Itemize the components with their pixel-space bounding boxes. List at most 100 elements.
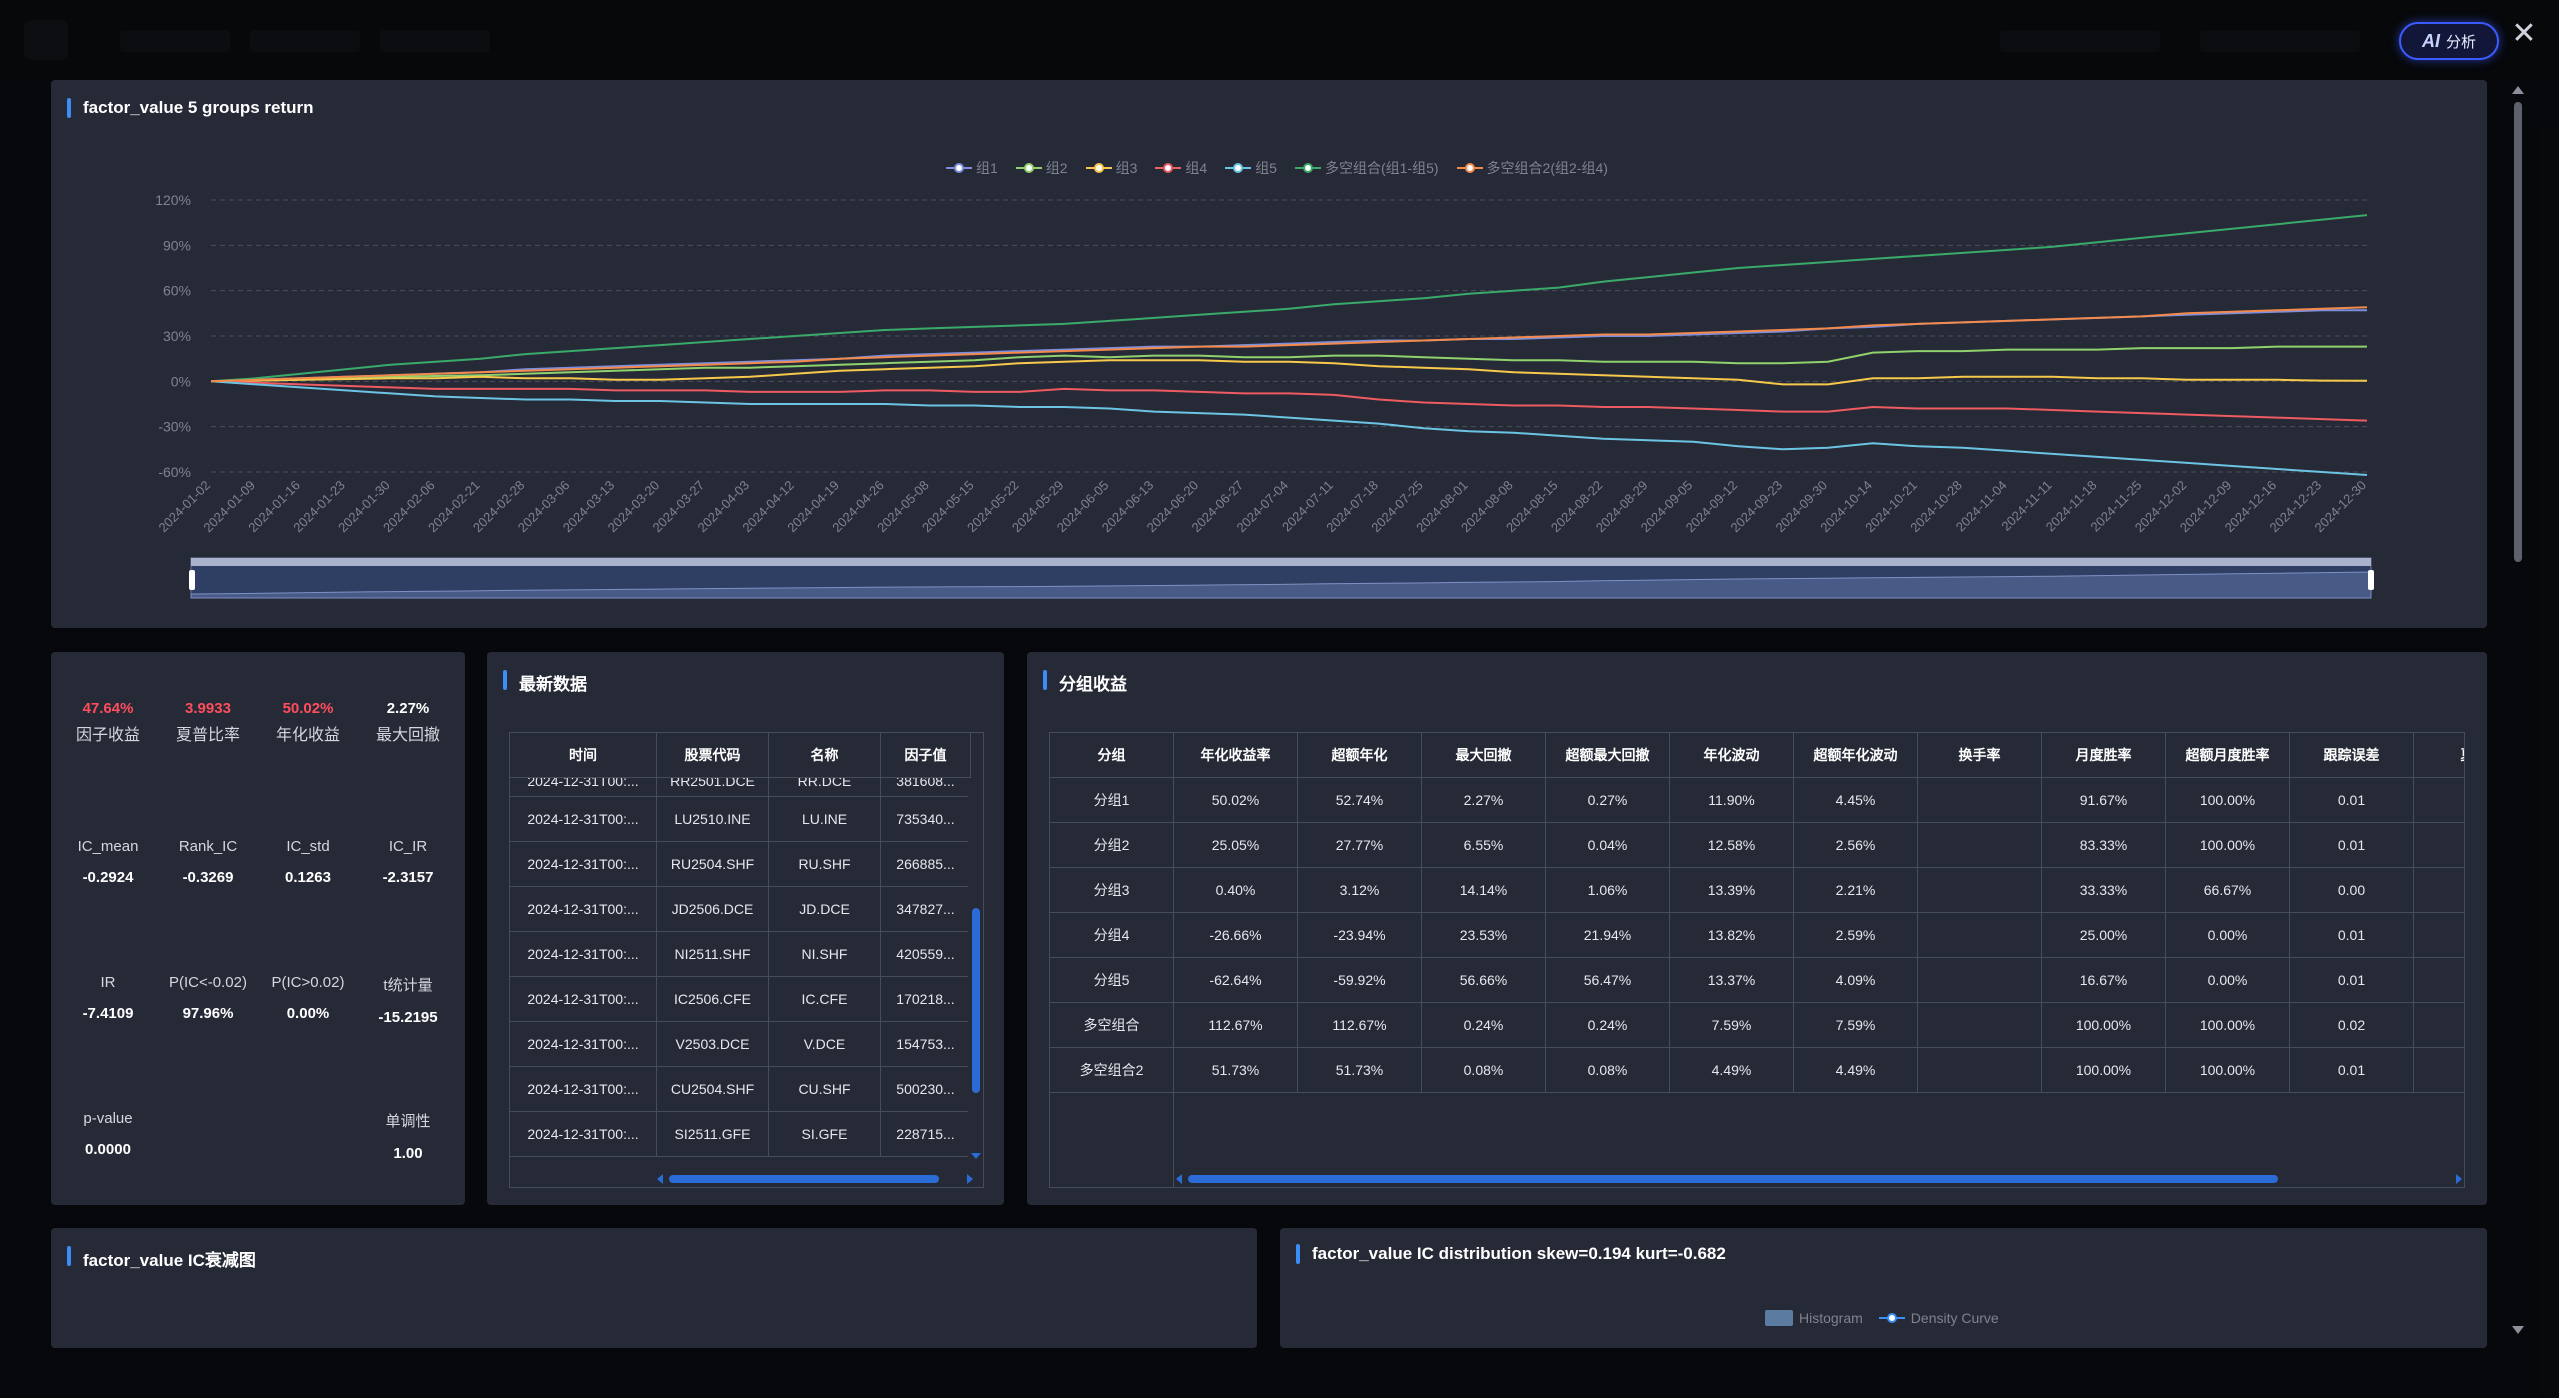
table-row[interactable]: 2024-12-31T00:... NI2511.SHF NI.SHF 420559.…	[510, 931, 971, 977]
table-cell: 500230...	[880, 1066, 971, 1112]
table-cell: 0.08%	[1421, 1047, 1546, 1093]
legend-item[interactable]: 组4	[1155, 158, 1207, 178]
column-header[interactable]: 年化波动	[1669, 733, 1794, 778]
column-header[interactable]: 超额年化	[1297, 733, 1422, 778]
table-row[interactable]: 多空组合2 51.73% 51.73% 0.08% 0.08% 4.49% 4.49% 100…	[1050, 1047, 2464, 1093]
series-line[interactable]	[210, 214, 2368, 383]
table-cell: IC2506.CFE	[656, 976, 769, 1022]
column-header[interactable]: 跟踪误差	[2289, 733, 2414, 778]
column-header[interactable]: 最大回撤	[1421, 733, 1546, 778]
legend-label: 多空组合2(组2-组4)	[1486, 160, 1608, 176]
latest-vscroll-thumb[interactable]	[972, 908, 980, 1093]
legend-label: 组5	[1255, 160, 1277, 176]
table-row[interactable]: 2024-12-31T00:... SI2511.GFE SI.GFE 228715.…	[510, 1111, 971, 1157]
legend-item[interactable]: 组3	[1085, 158, 1137, 178]
legend-item[interactable]: 组2	[1015, 158, 1068, 178]
table-row[interactable]: 分组2 25.05% 27.77% 6.55% 0.04% 12.58% 2.56% 83.3…	[1050, 822, 2464, 868]
latest-hscroll-thumb[interactable]	[669, 1175, 939, 1183]
series-line[interactable]	[210, 380, 2368, 422]
column-header[interactable]: 因子值	[880, 733, 971, 778]
zoom-slider-bar[interactable]	[191, 558, 2371, 566]
scroll-right-icon[interactable]	[2456, 1174, 2462, 1184]
group-hscroll[interactable]	[1174, 1173, 2464, 1185]
column-header[interactable]: 分组	[1050, 733, 1174, 778]
scroll-up-icon[interactable]	[2512, 86, 2524, 94]
scroll-down-icon[interactable]	[2512, 1326, 2524, 1334]
stat-item: Rank_IC -0.3269	[153, 838, 263, 886]
column-header[interactable]: 超额月度胜率	[2165, 733, 2290, 778]
zoom-slider-right-handle[interactable]	[2368, 570, 2374, 590]
table-cell: 2024-12-31T00:...	[510, 796, 657, 842]
table-cell: 0.01	[2289, 777, 2414, 823]
column-header[interactable]: 月度胜率	[2041, 733, 2166, 778]
scroll-left-icon[interactable]	[657, 1174, 663, 1184]
legend-item[interactable]: 组5	[1225, 158, 1277, 178]
scroll-left-icon[interactable]	[1176, 1174, 1182, 1184]
close-icon[interactable]: ✕	[2511, 17, 2537, 50]
table-row[interactable]: 2024-12-31T00:... RU2504.SHF RU.SHF 266885.…	[510, 841, 971, 887]
table-cell: 112.67%	[1297, 1002, 1422, 1048]
table-row[interactable]: 2024-12-31T00:... LU2510.INE LU.INE 735340.…	[510, 796, 971, 842]
column-header[interactable]: 名称	[768, 733, 881, 778]
table-cell: SI2511.GFE	[656, 1111, 769, 1157]
table-cell: V2503.DCE	[656, 1021, 769, 1067]
table-row[interactable]: 分组5 -62.64% -59.92% 56.66% 56.47% 13.37% 4.09%…	[1050, 957, 2464, 1003]
y-tick-label: 90%	[163, 237, 191, 253]
stat-line: -0.3269	[182, 869, 234, 886]
latest-hscroll[interactable]	[655, 1173, 975, 1185]
series-line[interactable]	[210, 359, 2368, 386]
table-row[interactable]: 2024-12-31T00:... JD2506.DCE JD.DCE 347827.…	[510, 886, 971, 932]
table-cell: 23.53%	[1421, 912, 1546, 958]
column-header[interactable]: 时间	[510, 733, 657, 778]
legend-item[interactable]: 多空组合(组1-组5)	[1294, 158, 1439, 178]
column-header[interactable]: 超额年化波动	[1793, 733, 1918, 778]
series-line[interactable]	[210, 380, 2368, 476]
ic-distribution-panel: factor_value IC distribution skew=0.194 …	[1280, 1228, 2487, 1348]
table-row[interactable]: 分组4 -26.66% -23.94% 23.53% 21.94% 13.82% 2.59%…	[1050, 912, 2464, 958]
table-cell: 83.33%	[2041, 822, 2166, 868]
scrollbar-thumb[interactable]	[2514, 102, 2522, 562]
latest-data-table-wrap[interactable]: 2024-12-31T00:... RR2501.DCE RR.DCE 381608.…	[509, 732, 984, 1188]
table-cell: 多空组合	[1050, 1002, 1174, 1048]
legend-density[interactable]: Density Curve	[1878, 1310, 1999, 1326]
table-cell: 13.37%	[1669, 957, 1794, 1003]
stat-line: 50.02%	[282, 700, 334, 717]
table-cell: CU.SHF	[768, 1066, 881, 1112]
table-row[interactable]: 分组1 50.02% 52.74% 2.27% 0.27% 11.90% 4.45% 91.6…	[1050, 777, 2464, 823]
zoom-slider-left-handle[interactable]	[189, 570, 195, 590]
legend-item[interactable]: 组1	[946, 158, 998, 178]
stat-line: 因子收益	[75, 727, 140, 744]
scroll-down-icon[interactable]	[971, 1153, 981, 1159]
legend-item[interactable]: 多空组合2(组2-组4)	[1456, 158, 1608, 178]
y-tick-label: -60%	[158, 464, 191, 480]
group-hscroll-thumb[interactable]	[1188, 1175, 2278, 1183]
stat-line: -7.4109	[82, 1005, 134, 1022]
column-header[interactable]: 超额最大回撤	[1545, 733, 1670, 778]
ai-analysis-button[interactable]: AI 分析	[2399, 22, 2499, 60]
stat-line: 1.00	[393, 1145, 423, 1162]
scroll-right-icon[interactable]	[967, 1174, 973, 1184]
column-header[interactable]: 换手率	[1917, 733, 2042, 778]
table-cell	[1917, 867, 2042, 913]
stat-line: 0.0000	[85, 1141, 131, 1158]
table-row[interactable]: 分组3 0.40% 3.12% 14.14% 1.06% 13.39% 2.21% 33.33…	[1050, 867, 2464, 913]
table-row[interactable]: 2024-12-31T00:... V2503.DCE V.DCE 154753...	[510, 1021, 971, 1067]
modal-scrollbar[interactable]	[2508, 80, 2528, 1340]
table-row[interactable]: 多空组合 112.67% 112.67% 0.24% 0.24% 7.59% 7.59% 10…	[1050, 1002, 2464, 1048]
table-row[interactable]: 2024-12-31T00:... IC2506.CFE IC.CFE 170218.…	[510, 976, 971, 1022]
latest-vscroll[interactable]	[968, 733, 983, 1173]
table-row[interactable]: 2024-12-31T00:... CU2504.SHF CU.SHF 500230.…	[510, 1066, 971, 1112]
group-returns-table-wrap[interactable]: 分组 年化收益率 超额年化 最大回撤 超额最大回撤 年化波动 超额年化波动 换手率 月度胜率 超额…	[1049, 732, 2465, 1188]
table-cell: 11.90%	[1669, 777, 1794, 823]
series-line[interactable]	[210, 306, 2368, 383]
table-cell: 266885...	[880, 841, 971, 887]
series-line[interactable]	[210, 345, 2367, 383]
table-cell: 4.49%	[1669, 1047, 1794, 1093]
table-cell: -59.92%	[1297, 957, 1422, 1003]
table-cell: 2.21%	[1793, 867, 1918, 913]
column-header[interactable]: 股票代码	[656, 733, 769, 778]
legend-histogram[interactable]: Histogram	[1765, 1310, 1863, 1326]
column-header[interactable]: 夏普	[2413, 733, 2464, 778]
table-cell: 0.24%	[1545, 1002, 1670, 1048]
column-header[interactable]: 年化收益率	[1173, 733, 1298, 778]
